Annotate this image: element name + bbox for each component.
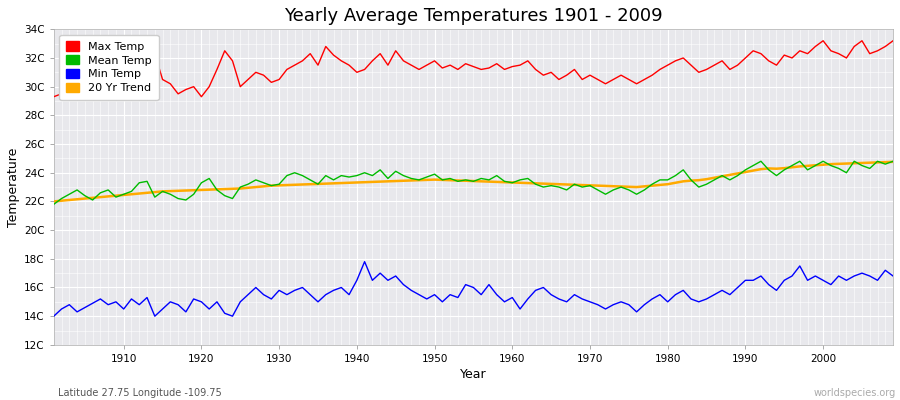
Legend: Max Temp, Mean Temp, Min Temp, 20 Yr Trend: Max Temp, Mean Temp, Min Temp, 20 Yr Tre… (59, 35, 158, 100)
Title: Yearly Average Temperatures 1901 - 2009: Yearly Average Temperatures 1901 - 2009 (284, 7, 662, 25)
X-axis label: Year: Year (460, 368, 487, 381)
Text: Latitude 27.75 Longitude -109.75: Latitude 27.75 Longitude -109.75 (58, 388, 222, 398)
Y-axis label: Temperature: Temperature (7, 147, 20, 227)
Text: worldspecies.org: worldspecies.org (814, 388, 896, 398)
